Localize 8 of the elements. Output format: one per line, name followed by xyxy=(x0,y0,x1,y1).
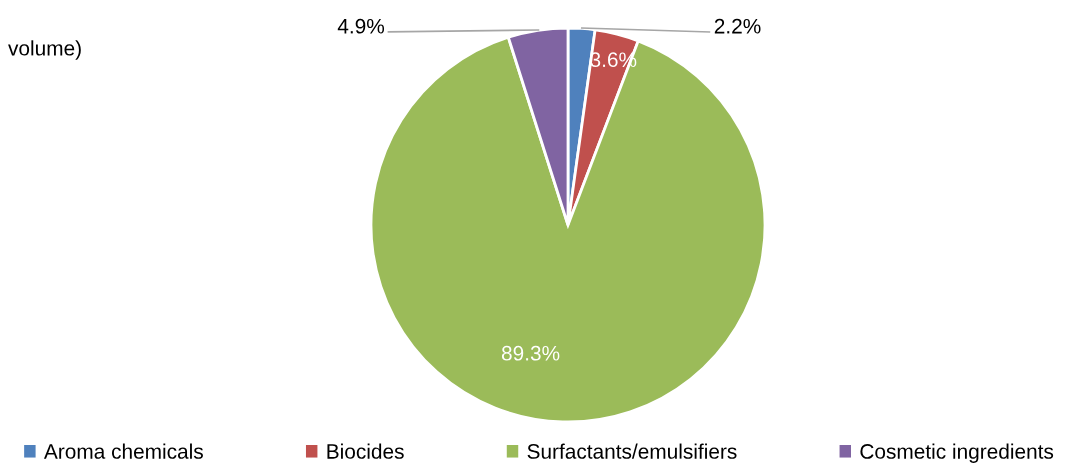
text: volume) xyxy=(8,40,81,60)
legend-label: Surfactants/emulsifiers xyxy=(527,443,737,459)
data-label: 4.9% xyxy=(337,18,385,34)
data-label: 2.2% xyxy=(714,18,761,34)
legend-label: Cosmetic ingredients xyxy=(860,443,1054,463)
legend-label: Aroma chemicals xyxy=(43,443,203,459)
data-label: 89.3% xyxy=(501,345,560,361)
legend-label: Biocides xyxy=(327,443,404,459)
